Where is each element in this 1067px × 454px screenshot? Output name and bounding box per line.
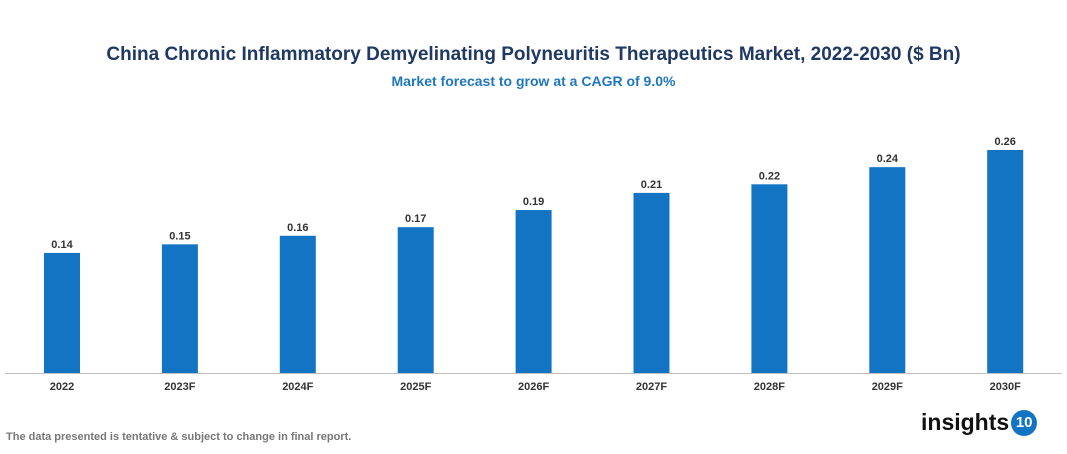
chart-title: China Chronic Inflammatory Demyelinating… <box>106 44 961 65</box>
data-label: 0.26 <box>994 136 1015 148</box>
bar-2026F <box>515 210 552 373</box>
x-tick-label: 2024F <box>282 381 313 393</box>
x-tick-label: 2025F <box>400 381 431 393</box>
chart-subtitle: Market forecast to grow at a CAGR of 9.0… <box>391 73 676 89</box>
bar-2022 <box>44 252 80 373</box>
x-tick-label: 2027F <box>636 381 667 393</box>
x-tick-label: 2030F <box>990 381 1021 393</box>
bar-2030F <box>987 150 1024 373</box>
logo-text: insights <box>921 409 1010 435</box>
insights10-logo: insights 10 <box>921 409 1038 436</box>
bar-2024F <box>279 235 316 373</box>
data-label: 0.19 <box>523 196 544 208</box>
x-tick-label: 2026F <box>518 381 549 393</box>
x-tick-label: 2023F <box>164 381 195 393</box>
data-label: 0.22 <box>759 170 780 182</box>
footnote: The data presented is tentative & subjec… <box>6 431 352 443</box>
x-tick-label: 2028F <box>754 381 785 393</box>
bar-2027F <box>633 192 670 373</box>
data-label: 0.15 <box>169 230 190 242</box>
data-label: 0.24 <box>877 153 899 165</box>
data-label: 0.21 <box>641 179 662 191</box>
bar-2025F <box>397 227 434 373</box>
data-label: 0.17 <box>405 213 426 225</box>
data-label: 0.16 <box>287 222 308 234</box>
bar-2023F <box>161 244 198 373</box>
x-tick-label: 2022 <box>50 381 74 393</box>
data-label: 0.14 <box>51 239 73 251</box>
bar-2028F <box>751 184 788 373</box>
x-tick-label: 2029F <box>872 381 903 393</box>
logo-badge: 10 <box>1011 409 1038 436</box>
bar-2029F <box>869 167 906 373</box>
